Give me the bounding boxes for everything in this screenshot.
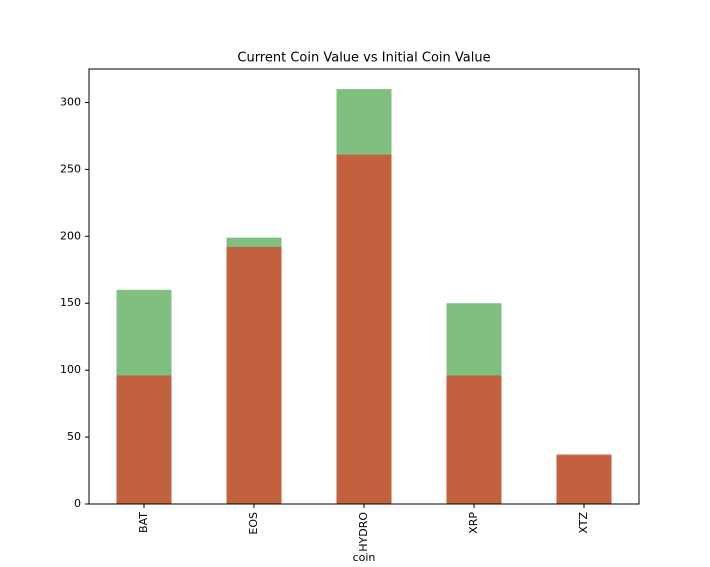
- bar: [336, 154, 392, 504]
- bar: [116, 375, 172, 504]
- bar: [226, 247, 282, 504]
- y-tick-label: 50: [67, 430, 81, 443]
- y-tick-label: 200: [60, 229, 81, 242]
- x-tick-label: BAT: [137, 512, 150, 533]
- y-tick-label: 300: [60, 95, 81, 108]
- x-tick-label: XRP: [467, 512, 480, 534]
- bar: [556, 454, 612, 504]
- y-tick-label: 0: [74, 497, 81, 510]
- y-tick-label: 150: [60, 296, 81, 309]
- bar: [446, 375, 502, 504]
- x-axis-label: coin: [353, 551, 376, 564]
- x-tick-label: EOS: [247, 512, 260, 535]
- x-tick-label: XTZ: [577, 512, 590, 534]
- y-tick-label: 100: [60, 363, 81, 376]
- plot-frame: [88, 68, 640, 505]
- x-tick-label: HYDRO: [357, 512, 370, 552]
- chart-title: Current Coin Value vs Initial Coin Value: [237, 51, 490, 66]
- y-tick-label: 250: [60, 162, 81, 175]
